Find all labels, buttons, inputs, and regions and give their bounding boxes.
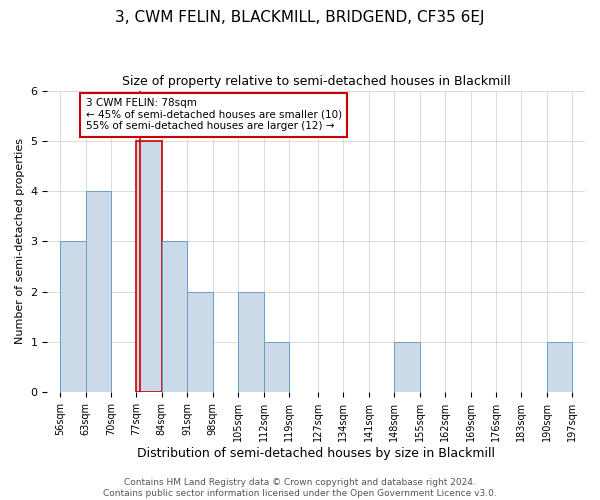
Text: 3 CWM FELIN: 78sqm
← 45% of semi-detached houses are smaller (10)
55% of semi-de: 3 CWM FELIN: 78sqm ← 45% of semi-detache… [86,98,341,132]
Bar [263,342,289,392]
Bar [187,292,212,392]
Title: Size of property relative to semi-detached houses in Blackmill: Size of property relative to semi-detach… [122,75,511,88]
Bar [60,242,86,392]
Bar [394,342,420,392]
Y-axis label: Number of semi-detached properties: Number of semi-detached properties [15,138,25,344]
Text: 3, CWM FELIN, BLACKMILL, BRIDGEND, CF35 6EJ: 3, CWM FELIN, BLACKMILL, BRIDGEND, CF35 … [115,10,485,25]
Bar [238,292,263,392]
Bar [162,242,187,392]
Bar [86,191,111,392]
Text: Contains HM Land Registry data © Crown copyright and database right 2024.
Contai: Contains HM Land Registry data © Crown c… [103,478,497,498]
X-axis label: Distribution of semi-detached houses by size in Blackmill: Distribution of semi-detached houses by … [137,447,495,460]
Bar [136,141,162,393]
Bar [547,342,572,392]
